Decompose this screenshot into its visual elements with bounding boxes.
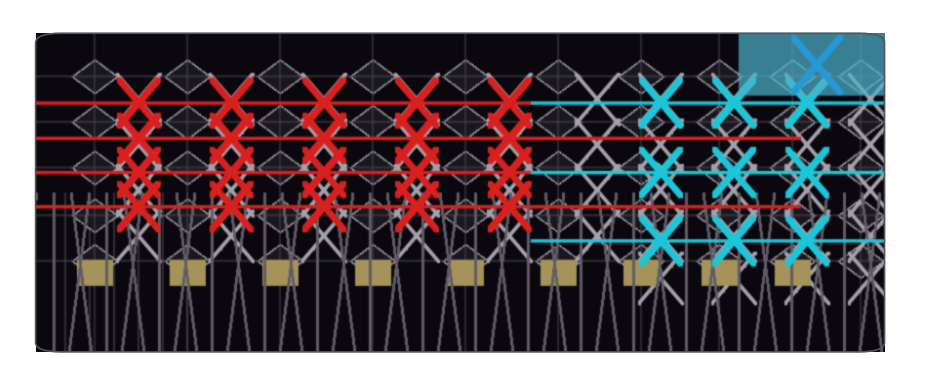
Text: DMMC: DMMC xyxy=(585,331,629,345)
Text: 60 μm: 60 μm xyxy=(135,314,175,328)
Text: Optical interference unit: Optical interference unit xyxy=(348,54,518,68)
FancyBboxPatch shape xyxy=(561,331,581,346)
Text: $SU(4)$ core: $SU(4)$ core xyxy=(451,330,525,346)
FancyBboxPatch shape xyxy=(427,331,447,346)
